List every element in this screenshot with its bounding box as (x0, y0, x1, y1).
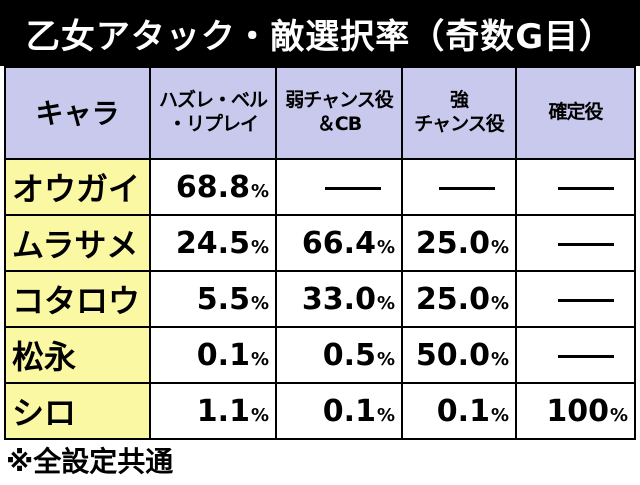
header-weak-chance-cb: 弱チャンス役 ＆CB (275, 66, 403, 160)
rate-value: 1.1 (196, 393, 250, 429)
rate-cell: 25.0% (401, 214, 517, 272)
rate-cell: 0.1% (275, 382, 403, 440)
rate-cell: 0.5% (275, 326, 403, 384)
dash-mark (558, 354, 614, 358)
percent-sign: % (376, 348, 395, 370)
rate-cell: 50.0% (401, 326, 517, 384)
rate-value: 66.4 (301, 225, 376, 261)
rate-value: 33.0 (301, 281, 376, 317)
character-name: オウガイ (4, 158, 151, 216)
percent-sign: % (490, 292, 509, 314)
rate-value: 25.0 (415, 281, 490, 317)
table-header-row: キャラ ハズレ・ベル ・リプレイ 弱チャンス役 ＆CB 強 チャンス役 確定役 (4, 66, 636, 160)
rate-cell: 24.5% (149, 214, 277, 272)
table-row: ムラサメ 24.5% 66.4% 25.0% (4, 214, 636, 272)
rate-cell (515, 214, 636, 272)
dash-mark (439, 186, 495, 190)
percent-sign: % (490, 348, 509, 370)
rate-value: 5.5 (196, 281, 250, 317)
percent-sign: % (250, 292, 269, 314)
rate-cell: 66.4% (275, 214, 403, 272)
rate-cell: 1.1% (149, 382, 277, 440)
rate-cell: 0.1% (149, 326, 277, 384)
dash-mark (558, 242, 614, 246)
rate-value: 25.0 (415, 225, 490, 261)
page-title: 乙女アタック・敵選択率（奇数G目） (0, 0, 640, 66)
rate-cell (515, 270, 636, 328)
rate-cell (515, 158, 636, 216)
header-line: 確定役 (548, 101, 603, 124)
header-line: ハズレ・ベル (158, 89, 268, 112)
table-row: シロ 1.1% 0.1% 0.1% 100% (4, 382, 636, 440)
header-line: ＆CB (316, 113, 362, 135)
header-line: ・リプレイ (167, 113, 259, 135)
rate-value: 50.0 (415, 337, 490, 373)
percent-sign: % (250, 348, 269, 370)
header-hazure-bell-replay: ハズレ・ベル ・リプレイ (149, 66, 277, 160)
percent-sign: % (250, 180, 269, 202)
rate-cell (401, 158, 517, 216)
rate-cell: 5.5% (149, 270, 277, 328)
character-name: 松永 (4, 326, 151, 384)
table-row: コタロウ 5.5% 33.0% 25.0% (4, 270, 636, 328)
header-line: チャンス役 (414, 113, 504, 135)
rate-value: 0.5 (322, 337, 376, 373)
percent-sign: % (376, 236, 395, 258)
rate-value: 0.1 (436, 393, 490, 429)
percent-sign: % (376, 292, 395, 314)
selection-rate-table: キャラ ハズレ・ベル ・リプレイ 弱チャンス役 ＆CB 強 チャンス役 確定役 … (4, 66, 636, 440)
footnote: ※全設定共通 (6, 445, 174, 478)
dash-mark (558, 186, 614, 190)
rate-value: 0.1 (196, 337, 250, 373)
rate-cell: 100% (515, 382, 636, 440)
dash-mark (325, 186, 381, 190)
header-confirmed-role: 確定役 (515, 66, 636, 160)
rate-cell: 25.0% (401, 270, 517, 328)
character-name: コタロウ (4, 270, 151, 328)
table-row: 松永 0.1% 0.5% 50.0% (4, 326, 636, 384)
percent-sign: % (250, 404, 269, 426)
rate-cell (515, 326, 636, 384)
rate-cell: 33.0% (275, 270, 403, 328)
percent-sign: % (609, 404, 628, 426)
character-name: ムラサメ (4, 214, 151, 272)
dash-mark (558, 298, 614, 302)
header-strong-chance: 強 チャンス役 (401, 66, 517, 160)
rate-cell (275, 158, 403, 216)
table-row: オウガイ 68.8% (4, 158, 636, 216)
header-character: キャラ (4, 66, 151, 160)
percent-sign: % (376, 404, 395, 426)
rate-value: 0.1 (322, 393, 376, 429)
rate-value: 100 (546, 393, 609, 429)
rate-value: 24.5 (175, 225, 250, 261)
rate-value: 68.8 (175, 169, 250, 205)
percent-sign: % (490, 236, 509, 258)
rate-cell: 0.1% (401, 382, 517, 440)
percent-sign: % (250, 236, 269, 258)
header-line: 弱チャンス役 (285, 89, 393, 112)
character-name: シロ (4, 382, 151, 440)
header-line: 強 (449, 89, 469, 112)
percent-sign: % (490, 404, 509, 426)
rate-cell: 68.8% (149, 158, 277, 216)
